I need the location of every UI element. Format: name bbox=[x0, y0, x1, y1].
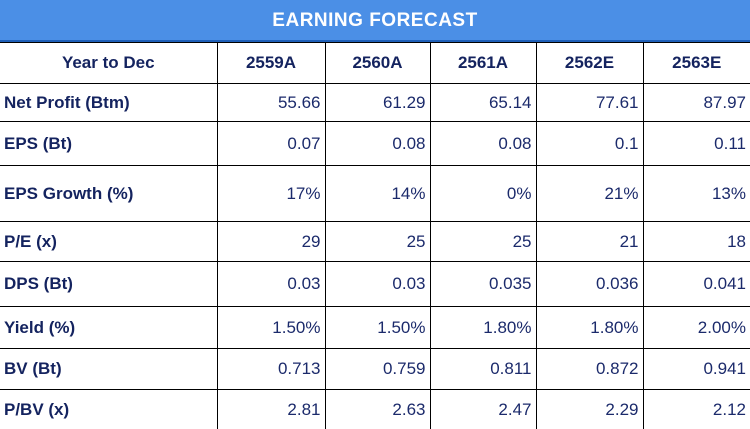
table-cell: 25 bbox=[430, 222, 536, 262]
table-cell: 0.03 bbox=[217, 262, 325, 307]
table-cell: 0.1 bbox=[536, 122, 643, 166]
table-header-row: Year to Dec 2559A 2560A 2561A 2562E 2563… bbox=[0, 43, 750, 84]
table-cell: 13% bbox=[643, 166, 750, 222]
table-cell: 21 bbox=[536, 222, 643, 262]
row-label: EPS Growth (%) bbox=[0, 166, 217, 222]
table-cell: 0.08 bbox=[325, 122, 430, 166]
header-year: 2562E bbox=[536, 43, 643, 84]
table-row: DPS (Bt) 0.03 0.03 0.035 0.036 0.041 bbox=[0, 262, 750, 307]
row-label: P/BV (x) bbox=[0, 390, 217, 429]
table-cell: 14% bbox=[325, 166, 430, 222]
row-label: Net Profit (Btm) bbox=[0, 84, 217, 122]
header-label: Year to Dec bbox=[0, 43, 217, 84]
table-cell: 77.61 bbox=[536, 84, 643, 122]
table-row: Net Profit (Btm) 55.66 61.29 65.14 77.61… bbox=[0, 84, 750, 122]
header-year: 2561A bbox=[430, 43, 536, 84]
table-row: BV (Bt) 0.713 0.759 0.811 0.872 0.941 bbox=[0, 349, 750, 390]
table-cell: 2.63 bbox=[325, 390, 430, 429]
table-cell: 0.08 bbox=[430, 122, 536, 166]
table-cell: 1.80% bbox=[430, 307, 536, 349]
header-year: 2560A bbox=[325, 43, 430, 84]
table-cell: 0.07 bbox=[217, 122, 325, 166]
header-year: 2559A bbox=[217, 43, 325, 84]
table-cell: 17% bbox=[217, 166, 325, 222]
table-cell: 61.29 bbox=[325, 84, 430, 122]
table-cell: 2.12 bbox=[643, 390, 750, 429]
table-cell: 55.66 bbox=[217, 84, 325, 122]
table-row: EPS (Bt) 0.07 0.08 0.08 0.1 0.11 bbox=[0, 122, 750, 166]
table-cell: 1.50% bbox=[217, 307, 325, 349]
table-cell: 1.80% bbox=[536, 307, 643, 349]
table-cell: 2.00% bbox=[643, 307, 750, 349]
table-cell: 21% bbox=[536, 166, 643, 222]
table-cell: 2.29 bbox=[536, 390, 643, 429]
table-cell: 0.759 bbox=[325, 349, 430, 390]
table-cell: 0.713 bbox=[217, 349, 325, 390]
table-cell: 2.81 bbox=[217, 390, 325, 429]
table-cell: 0.035 bbox=[430, 262, 536, 307]
table-cell: 0.811 bbox=[430, 349, 536, 390]
table-row: P/E (x) 29 25 25 21 18 bbox=[0, 222, 750, 262]
table-cell: 18 bbox=[643, 222, 750, 262]
table-cell: 0.041 bbox=[643, 262, 750, 307]
table-cell: 0.036 bbox=[536, 262, 643, 307]
table-row: EPS Growth (%) 17% 14% 0% 21% 13% bbox=[0, 166, 750, 222]
table-cell: 0.11 bbox=[643, 122, 750, 166]
table-cell: 29 bbox=[217, 222, 325, 262]
table-cell: 0.941 bbox=[643, 349, 750, 390]
row-label: BV (Bt) bbox=[0, 349, 217, 390]
table-cell: 0.03 bbox=[325, 262, 430, 307]
table-cell: 0.872 bbox=[536, 349, 643, 390]
row-label: EPS (Bt) bbox=[0, 122, 217, 166]
table-cell: 65.14 bbox=[430, 84, 536, 122]
table-cell: 87.97 bbox=[643, 84, 750, 122]
earning-forecast-table: Year to Dec 2559A 2560A 2561A 2562E 2563… bbox=[0, 42, 750, 429]
row-label: P/E (x) bbox=[0, 222, 217, 262]
table-cell: 25 bbox=[325, 222, 430, 262]
row-label: DPS (Bt) bbox=[0, 262, 217, 307]
table-cell: 2.47 bbox=[430, 390, 536, 429]
header-year: 2563E bbox=[643, 43, 750, 84]
table-cell: 1.50% bbox=[325, 307, 430, 349]
table-row: P/BV (x) 2.81 2.63 2.47 2.29 2.12 bbox=[0, 390, 750, 429]
row-label: Yield (%) bbox=[0, 307, 217, 349]
table-row: Yield (%) 1.50% 1.50% 1.80% 1.80% 2.00% bbox=[0, 307, 750, 349]
table-title: EARNING FORECAST bbox=[0, 0, 750, 42]
table-cell: 0% bbox=[430, 166, 536, 222]
